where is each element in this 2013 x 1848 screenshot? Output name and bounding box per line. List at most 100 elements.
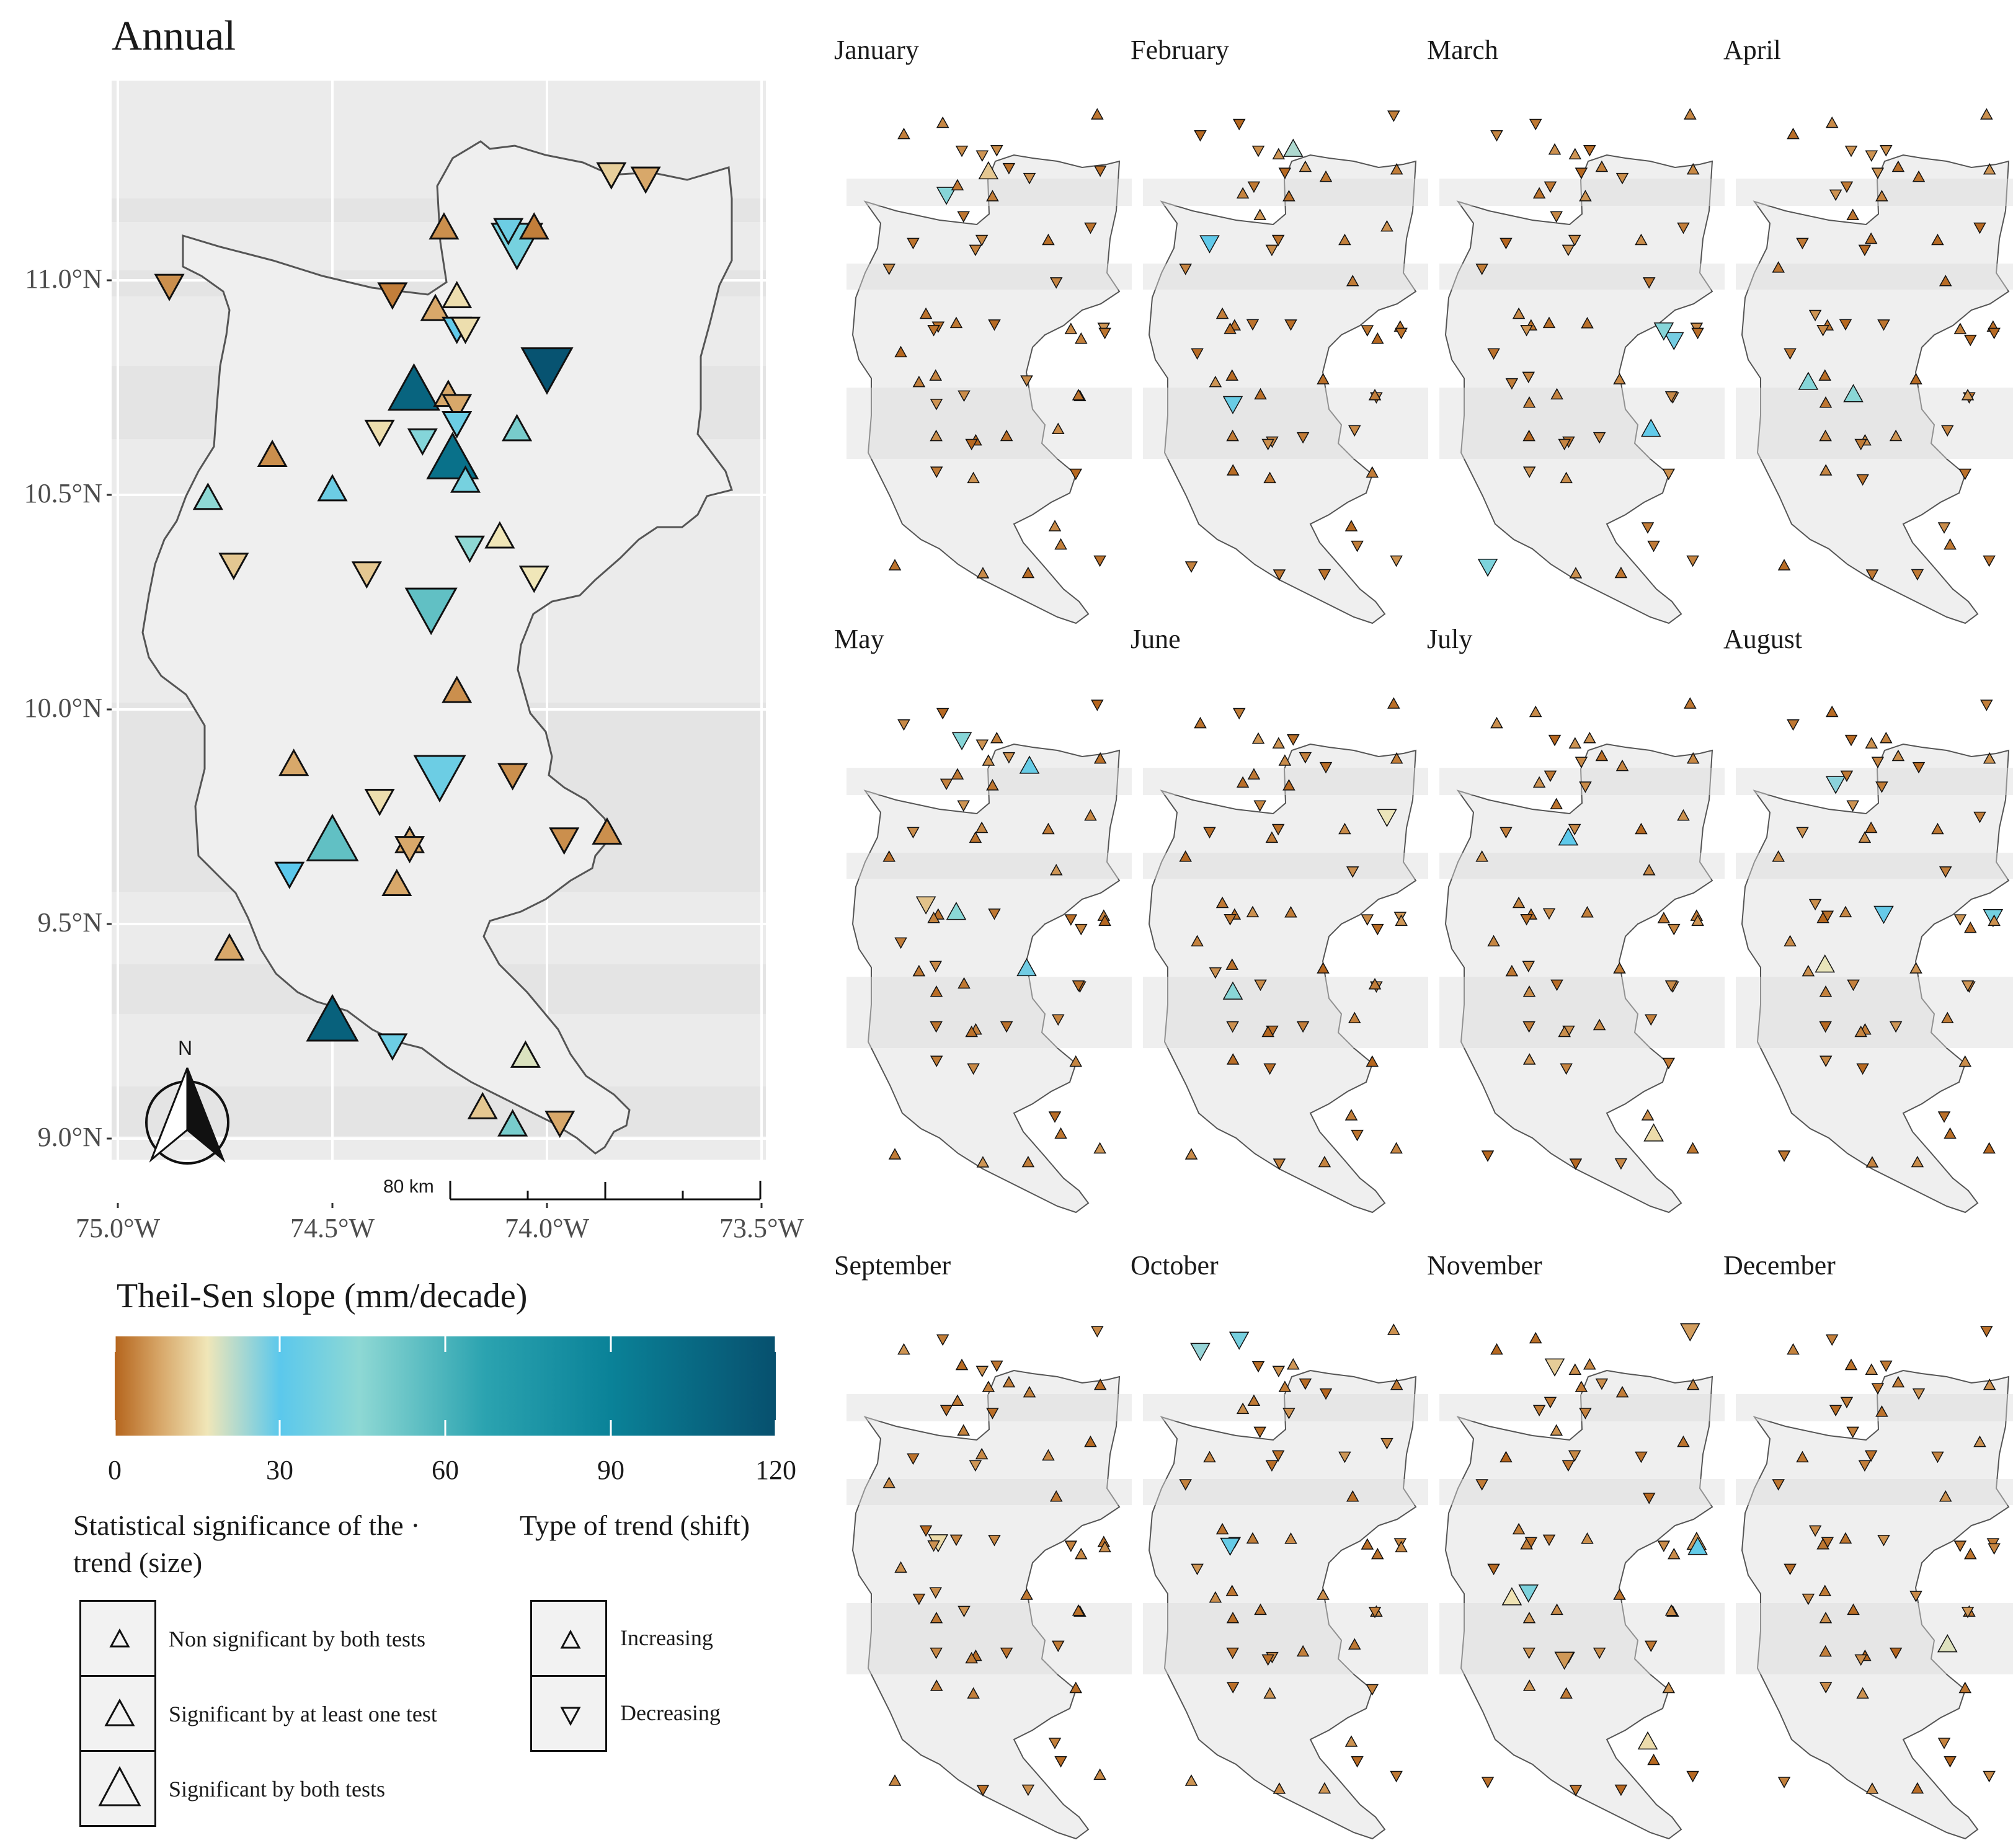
station-trend-marker [1209,1591,1222,1603]
station-trend-marker [1380,1437,1393,1450]
station-trend-marker [1784,348,1797,360]
station-trend-marker [897,719,910,731]
legend-label-sig-one: Significant by at least one test [169,1702,437,1726]
station-trend-marker [1265,1460,1279,1472]
station-trend-marker [1299,752,1312,764]
station-trend-marker [1686,1770,1699,1783]
station-trend-marker [1098,327,1111,340]
station-trend-marker [1000,429,1013,442]
station-trend-marker [976,1156,990,1168]
station-trend-marker [1819,429,1832,442]
station-trend-marker [919,1525,933,1537]
station-trend-marker [1051,1640,1065,1653]
station-trend-marker [1544,770,1557,783]
station-trend-marker [965,1651,978,1664]
station-trend-marker [1865,737,1878,749]
station-trend-marker [454,535,485,563]
station-trend-marker [1964,1547,1977,1560]
station-trend-marker [1209,967,1222,979]
station-trend-marker [1864,821,1878,833]
station-trend-marker [413,755,466,803]
station-trend-marker [1348,1638,1361,1650]
station-trend-marker [958,977,971,989]
month-panel-title: December [1723,1250,1836,1281]
station-trend-marker [1583,145,1596,157]
station-trend-marker [1532,187,1546,199]
station-trend-marker [1271,234,1285,247]
month-panel-title: February [1131,35,1229,65]
station-trend-marker [1677,1435,1690,1447]
station-trend-marker [930,1647,943,1659]
station-trend-marker [1615,759,1629,771]
legend-key-increasing [530,1600,607,1677]
station-trend-marker [1983,555,1996,567]
station-trend-marker [1939,275,1952,287]
station-trend-marker [1278,1380,1292,1392]
station-trend-marker [1319,762,1333,774]
station-trend-marker [1615,1385,1629,1398]
station-trend-marker [1937,522,1951,534]
station-trend-marker [1215,307,1229,319]
station-trend-marker [1825,705,1839,717]
station-trend-marker [930,1021,943,1033]
station-trend-marker [518,212,549,240]
station-trend-marker [1613,962,1626,974]
station-trend-marker [1877,1535,1890,1547]
station-trend-marker [442,394,473,422]
station-trend-marker [1226,1682,1240,1694]
station-trend-marker [1390,752,1403,764]
station-trend-marker [927,912,940,923]
y-tick-label: 10.5°N [24,478,102,509]
station-trend-marker [1644,1640,1658,1653]
station-trend-marker [1051,422,1065,435]
station-trend-marker [1983,1770,1996,1783]
station-trend-marker [1595,749,1609,762]
station-trend-marker [1236,1402,1250,1415]
station-trend-marker [317,474,348,502]
station-trend-marker [919,307,933,319]
station-trend-marker [218,553,249,580]
station-trend-marker [1287,734,1300,746]
station-trend-marker [592,817,623,845]
station-trend-marker [1261,1025,1274,1037]
station-trend-marker [1575,167,1588,179]
station-trend-marker [1184,561,1198,573]
station-trend-marker [1475,264,1488,275]
station-trend-marker [1344,1109,1358,1121]
station-trend-marker [1854,1654,1867,1666]
station-trend-marker [1562,1460,1575,1472]
station-trend-marker [387,363,441,411]
station-trend-marker [1042,1449,1055,1461]
study-area-outline [141,140,733,1155]
y-tick-label: 9.0°N [37,1122,102,1152]
station-trend-marker [1568,148,1582,159]
station-trend-marker [1317,1588,1330,1600]
station-trend-marker [1500,1450,1513,1463]
colorbar-title: Theil-Sen slope (mm/decade) [117,1277,528,1315]
station-trend-marker [1518,1584,1539,1603]
legend-label-nonsig: Non significant by both tests [169,1627,425,1651]
station-trend-marker [1909,962,1922,974]
station-trend-marker [1253,1426,1266,1439]
station-trend-marker [1520,1538,1533,1550]
station-trend-marker [1569,567,1583,579]
station-trend-marker [1338,822,1351,835]
station-trend-marker [1854,438,1867,451]
station-trend-marker [888,1774,902,1786]
station-trend-marker [1522,1021,1535,1033]
station-trend-marker [192,482,223,510]
station-trend-marker [1583,1358,1596,1370]
station-trend-marker [986,190,999,202]
station-trend-marker [1284,319,1297,331]
station-trend-marker [1232,118,1246,131]
station-trend-marker [1865,1782,1879,1794]
station-trend-marker [381,868,412,897]
station-trend-marker [1958,1055,1972,1067]
x-tick-label: 74.5°W [290,1213,375,1243]
station-trend-marker [951,179,964,191]
station-trend-marker [1084,222,1097,234]
station-trend-marker [1098,914,1111,926]
month-map [1439,697,1725,1214]
station-trend-marker [1319,1388,1333,1400]
station-trend-marker [1653,322,1674,341]
